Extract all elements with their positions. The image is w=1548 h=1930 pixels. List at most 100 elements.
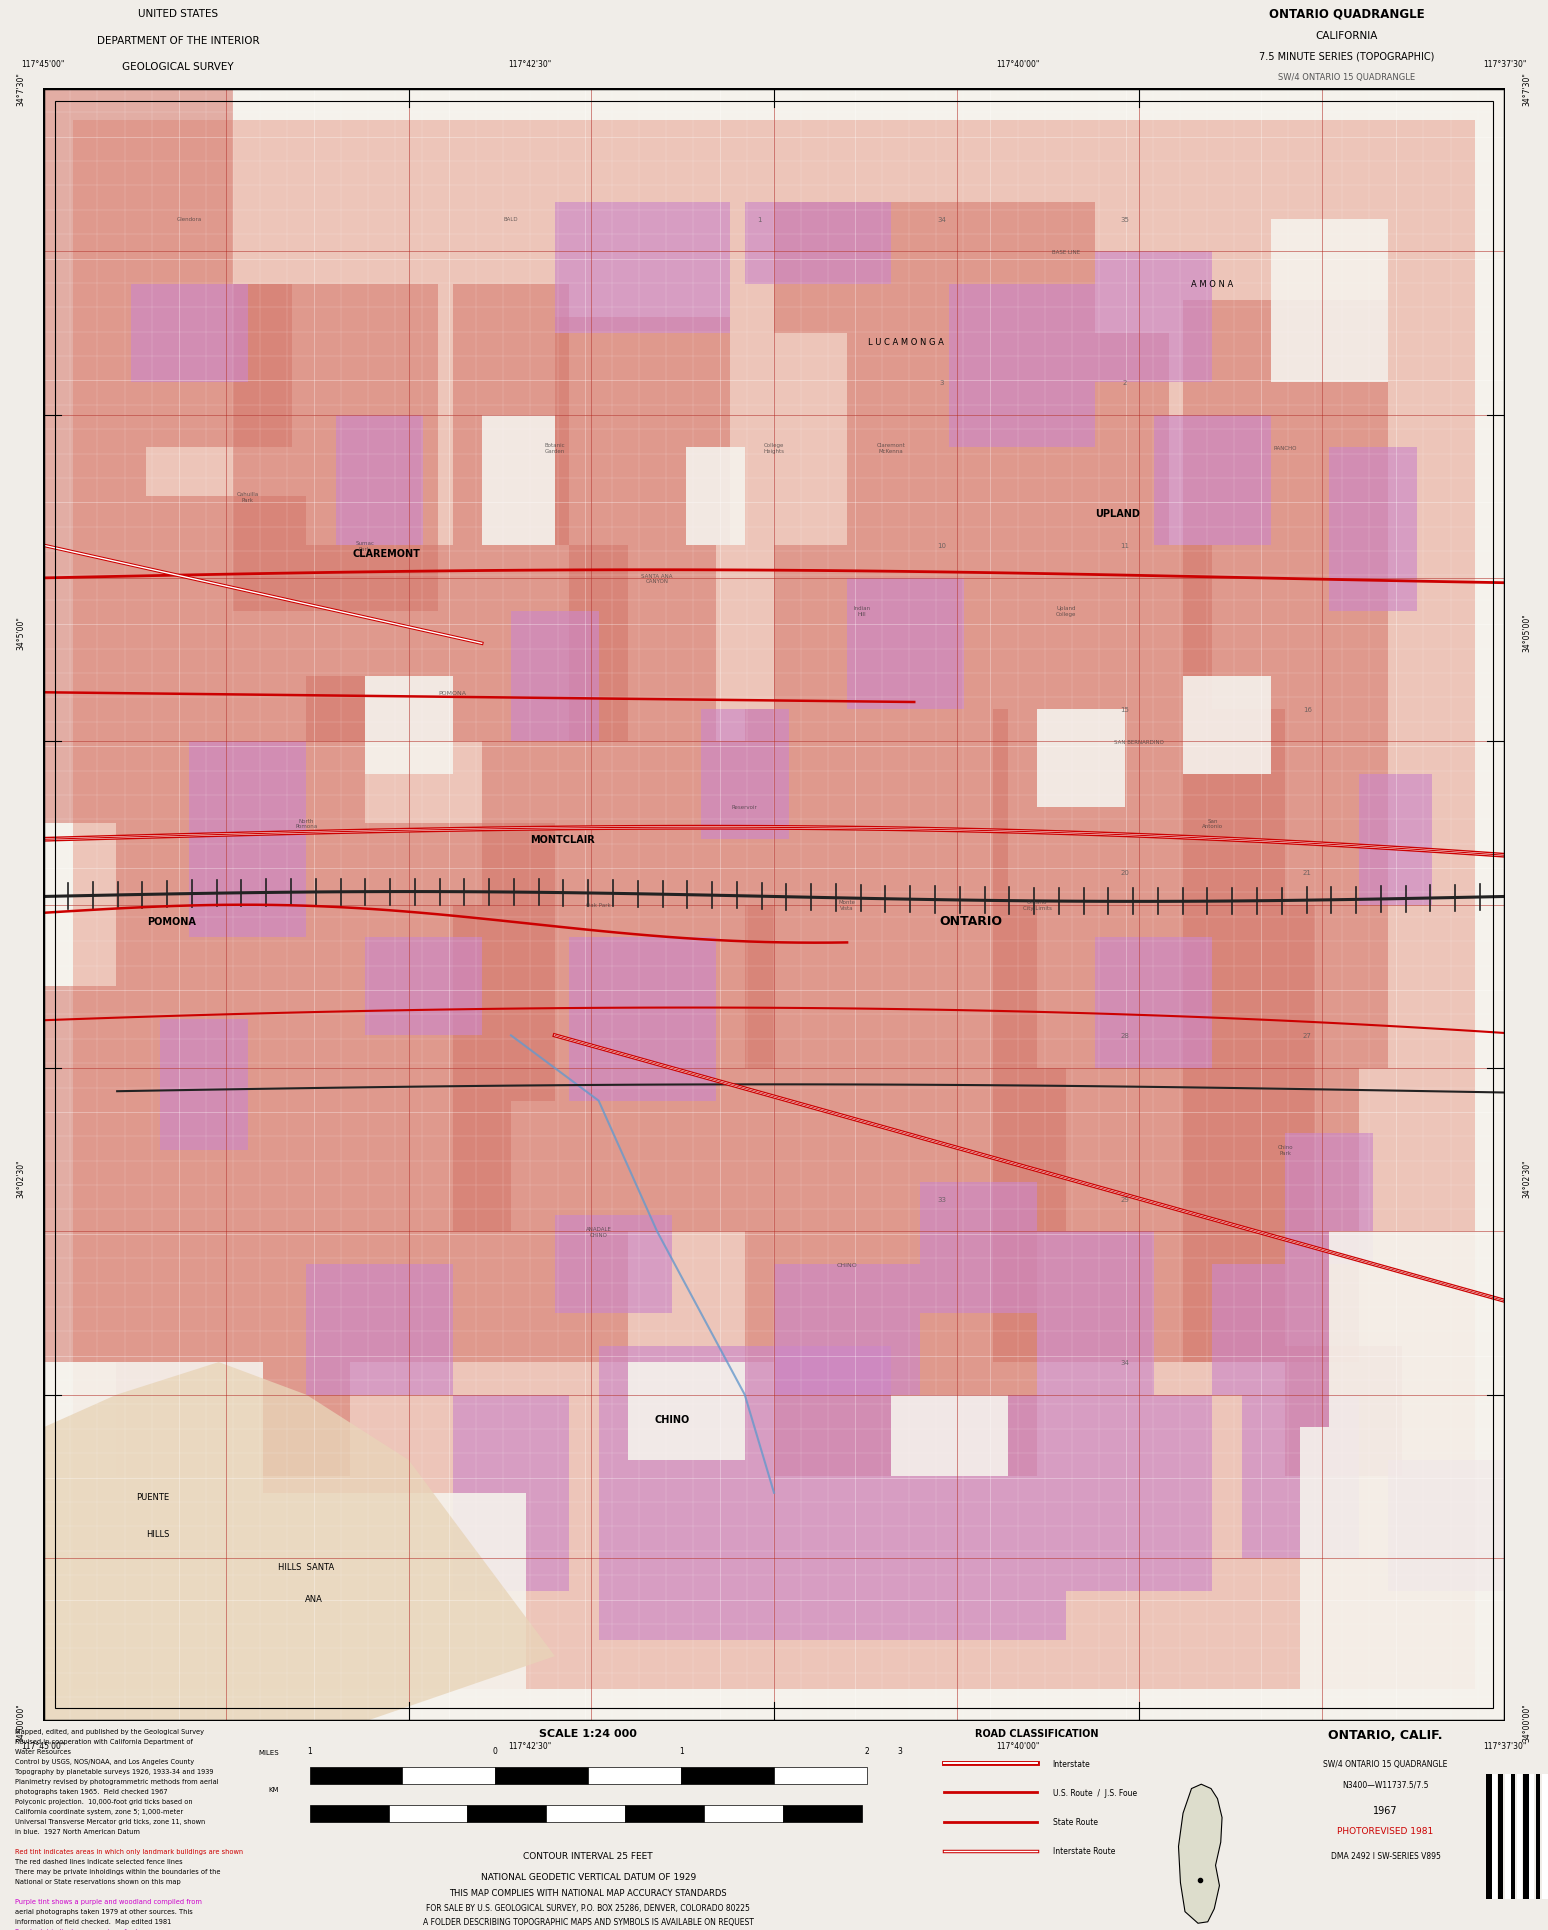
- Text: 0: 0: [492, 1747, 498, 1754]
- Text: KM: KM: [268, 1787, 279, 1793]
- Bar: [1067, 1395, 1212, 1590]
- Text: 34°02'30": 34°02'30": [1522, 1158, 1531, 1197]
- Text: National or State reservations shown on this map: National or State reservations shown on …: [15, 1878, 181, 1884]
- Bar: [43, 89, 234, 286]
- Bar: [1300, 1428, 1505, 1722]
- Polygon shape: [1178, 1783, 1221, 1922]
- Text: photographs taken 1965.  Field checked 1967: photographs taken 1965. Field checked 19…: [15, 1787, 169, 1793]
- Text: CONTOUR INTERVAL 25 FEET: CONTOUR INTERVAL 25 FEET: [523, 1851, 653, 1861]
- Bar: [132, 286, 248, 382]
- Bar: [511, 612, 599, 741]
- Bar: [994, 708, 1285, 905]
- Bar: [570, 938, 715, 1102]
- Text: UNITED STATES: UNITED STATES: [138, 10, 218, 19]
- Text: CLAREMONT: CLAREMONT: [353, 550, 421, 560]
- Text: ONTARIO: ONTARIO: [940, 915, 1003, 928]
- Text: Interstate Route: Interstate Route: [1053, 1847, 1115, 1855]
- Text: POMONA: POMONA: [438, 691, 466, 695]
- Bar: [1183, 677, 1271, 774]
- Bar: [1183, 905, 1387, 1069]
- Bar: [1183, 1069, 1359, 1231]
- Text: The red dashed lines indicate selected fence lines: The red dashed lines indicate selected f…: [15, 1859, 183, 1864]
- Text: 34°7'30": 34°7'30": [17, 71, 26, 106]
- Text: North
Pomona: North Pomona: [296, 818, 317, 828]
- Text: ROAD CLASSIFICATION: ROAD CLASSIFICATION: [975, 1727, 1099, 1737]
- Bar: [495, 1768, 588, 1783]
- Bar: [1505, 1774, 1514, 1899]
- Text: 20: 20: [1121, 870, 1128, 876]
- Text: 34°00'00": 34°00'00": [17, 1702, 26, 1741]
- Text: 35: 35: [1121, 216, 1128, 222]
- Text: Control by USGS, NOS/NOAA, and Los Angeles County: Control by USGS, NOS/NOAA, and Los Angel…: [15, 1758, 195, 1764]
- Bar: [1037, 708, 1125, 807]
- Bar: [1330, 1231, 1505, 1428]
- Bar: [307, 1264, 452, 1395]
- Text: Chino
Park: Chino Park: [1277, 1144, 1293, 1156]
- Text: FOR SALE BY U.S. GEOLOGICAL SURVEY, P.O. BOX 25286, DENVER, COLORADO 80225: FOR SALE BY U.S. GEOLOGICAL SURVEY, P.O.…: [426, 1903, 751, 1913]
- Text: BALD: BALD: [503, 216, 519, 222]
- Bar: [554, 317, 731, 546]
- Text: information of field checked.  Map edited 1981: information of field checked. Map edited…: [15, 1918, 172, 1924]
- Text: 117°40'00": 117°40'00": [997, 1741, 1040, 1751]
- Bar: [310, 1768, 402, 1783]
- Bar: [745, 203, 892, 286]
- Bar: [949, 203, 1096, 334]
- Text: ONTARIO, CALIF.: ONTARIO, CALIF.: [1328, 1727, 1443, 1741]
- Text: SW/4 ONTARIO 15 QUADRANGLE: SW/4 ONTARIO 15 QUADRANGLE: [1324, 1758, 1447, 1768]
- Text: 27: 27: [1303, 1033, 1311, 1038]
- Text: in blue.  1927 North American Datum: in blue. 1927 North American Datum: [15, 1828, 141, 1833]
- Bar: [554, 203, 731, 334]
- Text: There may be private inholdings within the boundaries of the: There may be private inholdings within t…: [15, 1868, 221, 1874]
- Bar: [234, 286, 438, 612]
- Text: Universal Transverse Mercator grid ticks, zone 11, shown: Universal Transverse Mercator grid ticks…: [15, 1818, 206, 1824]
- Text: HILLS  SANTA: HILLS SANTA: [279, 1561, 334, 1571]
- Bar: [774, 203, 949, 334]
- Text: 117°42'30": 117°42'30": [508, 1741, 551, 1751]
- Text: THIS MAP COMPLIES WITH NATIONAL MAP ACCURACY STANDARDS: THIS MAP COMPLIES WITH NATIONAL MAP ACCU…: [449, 1888, 728, 1897]
- Text: U.S. Route  /  J.S. Foue: U.S. Route / J.S. Foue: [1053, 1787, 1136, 1797]
- Bar: [994, 905, 1314, 1069]
- Text: Ontario
City Limits: Ontario City Limits: [1023, 899, 1051, 911]
- Bar: [1241, 1395, 1359, 1558]
- Text: A FOLDER DESCRIBING TOPOGRAPHIC MAPS AND SYMBOLS IS AVAILABLE ON REQUEST: A FOLDER DESCRIBING TOPOGRAPHIC MAPS AND…: [423, 1918, 754, 1926]
- Text: ANA: ANA: [305, 1594, 322, 1604]
- Text: NATIONAL GEODETIC VERTICAL DATUM OF 1929: NATIONAL GEODETIC VERTICAL DATUM OF 1929: [480, 1872, 697, 1880]
- Bar: [467, 1805, 546, 1822]
- Bar: [1492, 1774, 1497, 1899]
- Text: Reservoir: Reservoir: [732, 805, 757, 811]
- Text: 117°45'00": 117°45'00": [22, 60, 65, 69]
- Bar: [43, 286, 146, 498]
- Bar: [402, 1768, 495, 1783]
- Bar: [994, 546, 1212, 708]
- Bar: [625, 1805, 704, 1822]
- Bar: [43, 496, 307, 677]
- Bar: [161, 1019, 248, 1150]
- Text: 28: 28: [1121, 1033, 1128, 1038]
- Text: Water Resources: Water Resources: [15, 1749, 71, 1754]
- Text: Claremont
McKenna: Claremont McKenna: [876, 442, 906, 454]
- Bar: [628, 1363, 745, 1461]
- Bar: [701, 708, 788, 840]
- Text: Upland
College: Upland College: [1056, 606, 1076, 618]
- Bar: [336, 415, 423, 546]
- Text: DEPARTMENT OF THE INTERIOR: DEPARTMENT OF THE INTERIOR: [96, 35, 260, 46]
- Bar: [920, 1183, 1037, 1312]
- Bar: [1387, 1461, 1505, 1590]
- Text: GEOLOGICAL SURVEY: GEOLOGICAL SURVEY: [122, 62, 234, 71]
- Bar: [774, 1264, 920, 1395]
- Text: 2: 2: [864, 1747, 870, 1754]
- Bar: [43, 1102, 511, 1231]
- Text: 1: 1: [757, 216, 762, 222]
- Bar: [1529, 1774, 1534, 1899]
- Bar: [481, 415, 554, 546]
- Text: 34: 34: [938, 216, 946, 222]
- Text: SAN BERNARDINO: SAN BERNARDINO: [1115, 739, 1164, 745]
- Bar: [994, 1231, 1285, 1363]
- Text: L U C A M O N G A: L U C A M O N G A: [867, 338, 943, 345]
- Text: 117°37'30": 117°37'30": [1483, 1741, 1526, 1751]
- Bar: [681, 1768, 774, 1783]
- Bar: [1183, 496, 1387, 708]
- Bar: [481, 741, 745, 905]
- Bar: [1183, 1231, 1359, 1363]
- Bar: [116, 1363, 350, 1476]
